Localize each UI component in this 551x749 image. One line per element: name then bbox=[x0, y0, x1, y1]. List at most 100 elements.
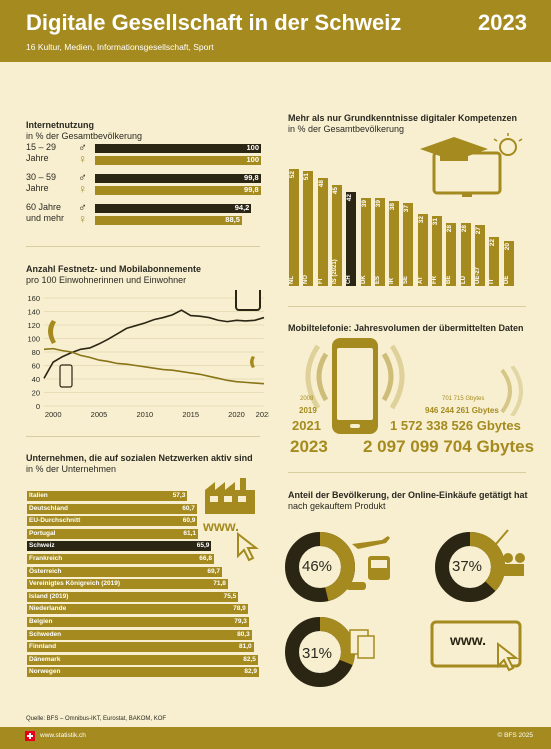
kompetenz-bar-value: 28 bbox=[460, 225, 468, 233]
series-line-1 bbox=[43, 347, 265, 385]
internet-value-male: 94,2 bbox=[234, 203, 250, 212]
mobil-year-2008: 2008 bbox=[300, 396, 314, 402]
online-title: Anteil der Bevölkerung, der Online-Einkä… bbox=[288, 490, 528, 500]
social-bar-label: Norwegen bbox=[29, 668, 61, 676]
social-bar-label: Belgien bbox=[29, 618, 53, 625]
kompetenz-bar: 20 bbox=[503, 241, 514, 286]
social-bar-label: Italien bbox=[29, 492, 48, 499]
y-tick-label: 120 bbox=[27, 321, 40, 330]
kompetenz-bar-value: 51 bbox=[303, 173, 311, 181]
social-bar-label: Schweiz bbox=[29, 542, 55, 550]
kompetenz-bar-value: 31 bbox=[432, 218, 439, 226]
social-bar-value: 71,8 bbox=[213, 580, 226, 588]
kompetenz-bar-value: 28 bbox=[446, 225, 454, 233]
kompetenz-bar-label: NO bbox=[303, 275, 310, 284]
page-title: Digitale Gesellschaft in der Schweiz bbox=[26, 10, 402, 35]
male-icon: ♂ bbox=[78, 170, 87, 184]
mobil-value-2023: 2 097 099 704 Gbytes bbox=[363, 437, 535, 456]
social-bar: Finnland 81,0 bbox=[27, 642, 254, 653]
internet-value-female: 88,5 bbox=[225, 215, 240, 224]
social-bar-value: 78,9 bbox=[233, 605, 246, 613]
kompetenz-bar: 28 bbox=[446, 223, 457, 286]
guitar-icon bbox=[486, 529, 509, 554]
divider bbox=[288, 306, 526, 307]
social-bar-value: 61,1 bbox=[183, 529, 196, 537]
kompetenz-title: Mehr als nur Grundkenntnisse digitaler K… bbox=[288, 113, 518, 123]
social-bar: Portugal 61,1 bbox=[27, 528, 198, 539]
mobil-year-2023: 2023 bbox=[290, 437, 328, 456]
kompetenz-bar: 51 bbox=[303, 171, 314, 286]
social-bar-label: Frankreich bbox=[29, 555, 63, 562]
kompetenz-bar-value: 22 bbox=[489, 238, 497, 246]
x-tick-label: 2020 bbox=[228, 410, 245, 419]
donut-segment bbox=[285, 532, 355, 602]
kompetenz-bar: 31 bbox=[432, 216, 442, 286]
divider bbox=[26, 436, 260, 437]
social-bar-value: 60,7 bbox=[182, 504, 195, 512]
kompetenz-bar: 39 bbox=[374, 198, 385, 286]
kompetenz-bar-label: ES bbox=[374, 275, 381, 284]
internet-bar-male: 94,2 bbox=[95, 203, 252, 213]
y-tick-label: 100 bbox=[27, 335, 40, 344]
kompetenz-bar-label: NL bbox=[289, 276, 295, 284]
kompetenz-bar-label: IR bbox=[389, 278, 396, 284]
page-year: 2023 bbox=[478, 10, 527, 35]
car-icon bbox=[346, 582, 366, 590]
series-line-0 bbox=[43, 309, 265, 379]
donut-label-3: 31% bbox=[302, 645, 333, 662]
kompetenz-bar-label: FI bbox=[317, 278, 324, 284]
kompetenz-bar-value: 39 bbox=[374, 200, 382, 208]
kompetenz-bar-value: 52 bbox=[289, 171, 296, 179]
social-bar-label: Portugal bbox=[29, 529, 56, 537]
mobil-value-2021: 1 572 338 526 Gbytes bbox=[390, 418, 521, 433]
social-bar: Belgien 79,3 bbox=[27, 617, 249, 627]
footer-copyright: © BFS 2025 bbox=[497, 732, 533, 739]
page-subtitle: 16 Kultur, Medien, Informationsgesellsch… bbox=[26, 42, 214, 52]
kompetenz-bar: 48 bbox=[317, 178, 328, 286]
kompetenz-bar: 32 bbox=[417, 214, 428, 286]
internet-group-label: 60 Jahre bbox=[26, 202, 62, 212]
kompetenz-bar: 37 bbox=[403, 202, 414, 286]
kompetenz-bar-label: AT bbox=[417, 276, 424, 284]
y-tick-label: 40 bbox=[32, 375, 40, 384]
social-bar: Vereinigtes Königreich (2019) 71,8 bbox=[27, 579, 228, 590]
social-bar: Deutschland 60,7 bbox=[27, 503, 197, 514]
smartphone-large-icon bbox=[235, 290, 261, 311]
divider bbox=[26, 246, 260, 247]
factory-icon bbox=[205, 478, 255, 514]
internet-title: Internetnutzung bbox=[26, 120, 94, 130]
film-camera-icon bbox=[503, 553, 525, 576]
www-text: www. bbox=[203, 518, 240, 534]
social-bar-label: Finnland bbox=[29, 643, 57, 651]
female-icon: ♀ bbox=[78, 212, 87, 226]
social-bar: Österreich 69,7 bbox=[27, 566, 223, 577]
social-bar-label: Schweden bbox=[29, 630, 62, 638]
social-bar-label: Niederlande bbox=[29, 605, 67, 613]
mobile-phone-small-icon bbox=[59, 364, 73, 388]
kompetenz-bar-label: DK bbox=[360, 275, 367, 284]
abos-subtitle: pro 100 Einwohnerinnen und Einwohner bbox=[26, 275, 187, 285]
kompetenz-bar: 45 bbox=[331, 184, 342, 286]
online-subtitle: nach gekauftem Produkt bbox=[288, 501, 386, 511]
social-bar-label: Vereinigtes Königreich (2019) bbox=[29, 580, 121, 588]
donut-segment bbox=[435, 532, 505, 602]
x-tick-label: 2000 bbox=[45, 410, 62, 419]
kompetenz-bar-label: CH bbox=[346, 275, 353, 284]
kompetenz-bar-value: 37 bbox=[403, 204, 411, 212]
social-bar: Dänemark 82,5 bbox=[27, 654, 258, 665]
internet-value-female: 100 bbox=[246, 155, 259, 164]
social-bar-label: Österreich bbox=[29, 567, 62, 575]
landline-phone-icon bbox=[48, 320, 56, 344]
internet-value-male: 100 bbox=[246, 143, 259, 152]
internet-value-male: 99,8 bbox=[244, 173, 259, 182]
kompetenz-bar: 22 bbox=[489, 236, 500, 286]
x-tick-label: 2005 bbox=[91, 410, 108, 419]
y-tick-label: 80 bbox=[32, 348, 40, 357]
kompetenz-bar-value: 42 bbox=[346, 193, 354, 201]
social-bar: Niederlande 78,9 bbox=[27, 604, 248, 615]
social-bar-value: 81,0 bbox=[239, 643, 252, 651]
donut-label-2: 37% bbox=[452, 558, 483, 575]
social-bar-value: 80,3 bbox=[237, 630, 250, 638]
footer: www.statistik.ch © BFS 2025 bbox=[0, 727, 551, 749]
social-bar-label: Deutschland bbox=[29, 504, 69, 512]
